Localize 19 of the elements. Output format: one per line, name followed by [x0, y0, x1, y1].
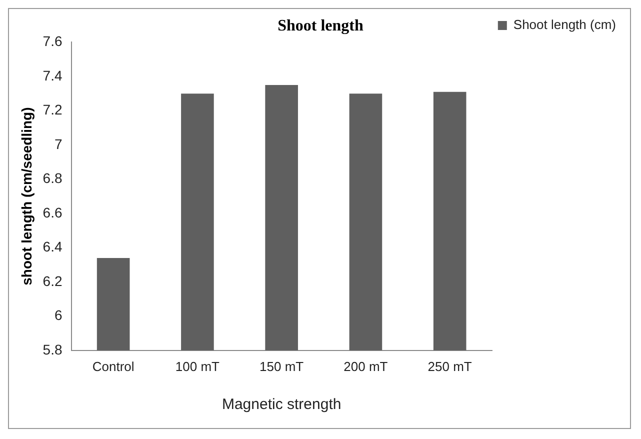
x-tick-label: 150 mT [260, 358, 304, 374]
y-tick-label: 7.4 [42, 67, 62, 84]
x-axis-title: Magnetic strength [222, 396, 342, 414]
chart-title: Shoot length [278, 18, 364, 35]
y-tick-label: 6.2 [42, 272, 62, 289]
y-tick-label: 7 [54, 136, 62, 152]
legend-label: Shoot length (cm) [513, 17, 616, 32]
y-tick-label: 7.6 [42, 33, 62, 50]
y-tick-label: 6.4 [42, 238, 62, 255]
y-tick-label: 6.8 [42, 170, 62, 186]
y-axis-title: shoot length (cm/seedling) [18, 107, 34, 286]
x-tick-label: 200 mT [344, 358, 388, 374]
y-tick-label: 5.8 [42, 341, 62, 358]
y-tick-label: 7.2 [42, 102, 62, 118]
y-tick-label: 6 [54, 307, 62, 324]
x-tick-label: 100 mT [175, 358, 220, 374]
x-tick-label: Control [92, 358, 134, 374]
y-tick-label: 6.6 [42, 204, 62, 220]
x-tick-label: 250 mT [428, 358, 472, 374]
